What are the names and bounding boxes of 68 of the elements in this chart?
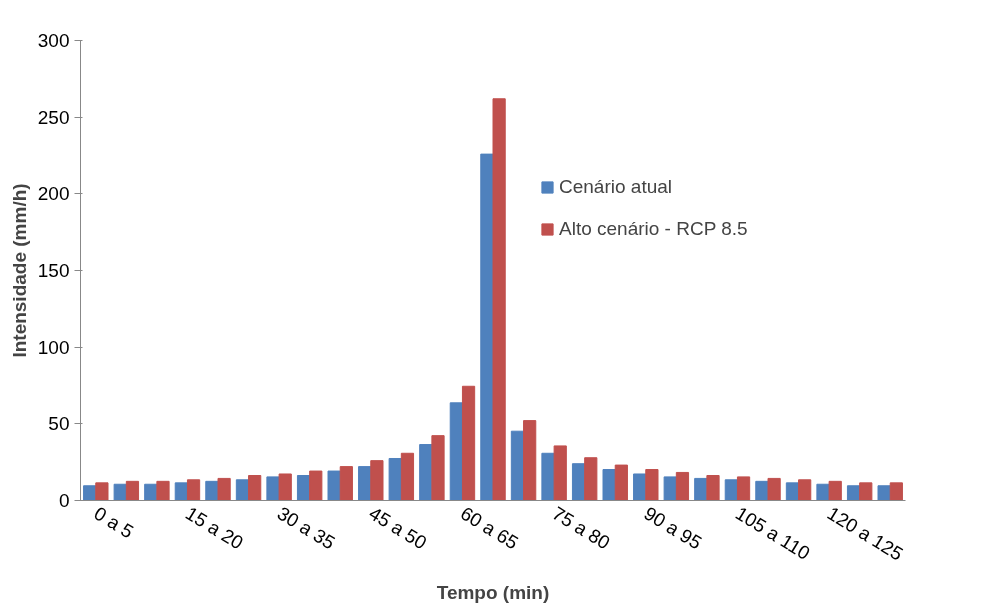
bar — [235, 479, 250, 501]
x-axis-title: Tempo (min) — [436, 581, 550, 603]
bar — [278, 473, 292, 501]
bar — [614, 464, 628, 501]
bar — [859, 482, 873, 501]
y-axis-title: Intensidade (mm/h) — [8, 183, 30, 358]
bar — [95, 482, 109, 501]
bar — [217, 477, 231, 501]
bar — [400, 452, 415, 501]
bar — [602, 469, 616, 501]
legend-label: Alto cenário - RCP 8.5 — [559, 218, 748, 240]
bar — [266, 476, 280, 501]
x-tick-label: 60 a 65 — [456, 502, 522, 554]
bar — [663, 476, 677, 501]
bar — [419, 444, 433, 501]
bar — [248, 475, 262, 501]
bar — [370, 460, 384, 501]
bar — [633, 473, 647, 501]
bar — [510, 430, 525, 501]
bar — [523, 420, 537, 501]
bar — [125, 480, 140, 501]
bar — [877, 485, 891, 501]
bar — [358, 466, 372, 501]
bar — [156, 480, 170, 501]
bar — [798, 479, 812, 501]
bar — [785, 482, 800, 501]
bar — [571, 463, 586, 501]
x-tick-label: 75 a 80 — [548, 502, 614, 554]
bar — [724, 479, 738, 501]
y-tick-label: 250 — [37, 106, 70, 128]
legend-label: Cenário atual — [559, 176, 673, 198]
y-tick-label: 150 — [37, 260, 70, 281]
bar — [431, 435, 445, 501]
x-tick-label: 90 a 95 — [640, 502, 706, 554]
bar — [449, 402, 463, 501]
bar — [388, 457, 402, 501]
bar — [736, 476, 751, 501]
y-tick-label: 100 — [37, 336, 70, 358]
x-tick-label: 30 a 35 — [273, 502, 339, 554]
bar — [186, 479, 201, 501]
x-tick-label: 0 a 5 — [90, 502, 138, 543]
bar — [339, 466, 353, 501]
bar — [846, 485, 861, 501]
bar — [83, 485, 97, 501]
x-tick-label: 105 a 110 — [731, 502, 814, 564]
x-tick-label: 45 a 50 — [365, 502, 431, 554]
y-tick-label: 50 — [48, 413, 70, 435]
bar — [645, 469, 659, 501]
bar — [174, 482, 188, 501]
bar — [828, 480, 842, 501]
x-tick-label: 15 a 20 — [181, 502, 247, 554]
bar — [767, 477, 781, 501]
bar — [113, 483, 127, 501]
bar — [541, 452, 555, 501]
bar — [492, 98, 506, 501]
bar — [480, 153, 494, 501]
x-tick-label: 120 a 125 — [823, 502, 907, 565]
bar — [675, 471, 690, 501]
y-tick-label: 300 — [37, 30, 70, 51]
y-tick-label: 200 — [37, 183, 70, 205]
bar — [889, 482, 903, 501]
bar — [309, 470, 323, 501]
bar — [461, 385, 476, 501]
bar — [584, 457, 598, 501]
bar — [327, 470, 341, 501]
bar — [553, 445, 567, 501]
bar — [706, 475, 720, 501]
y-tick-label: 0 — [58, 490, 70, 511]
